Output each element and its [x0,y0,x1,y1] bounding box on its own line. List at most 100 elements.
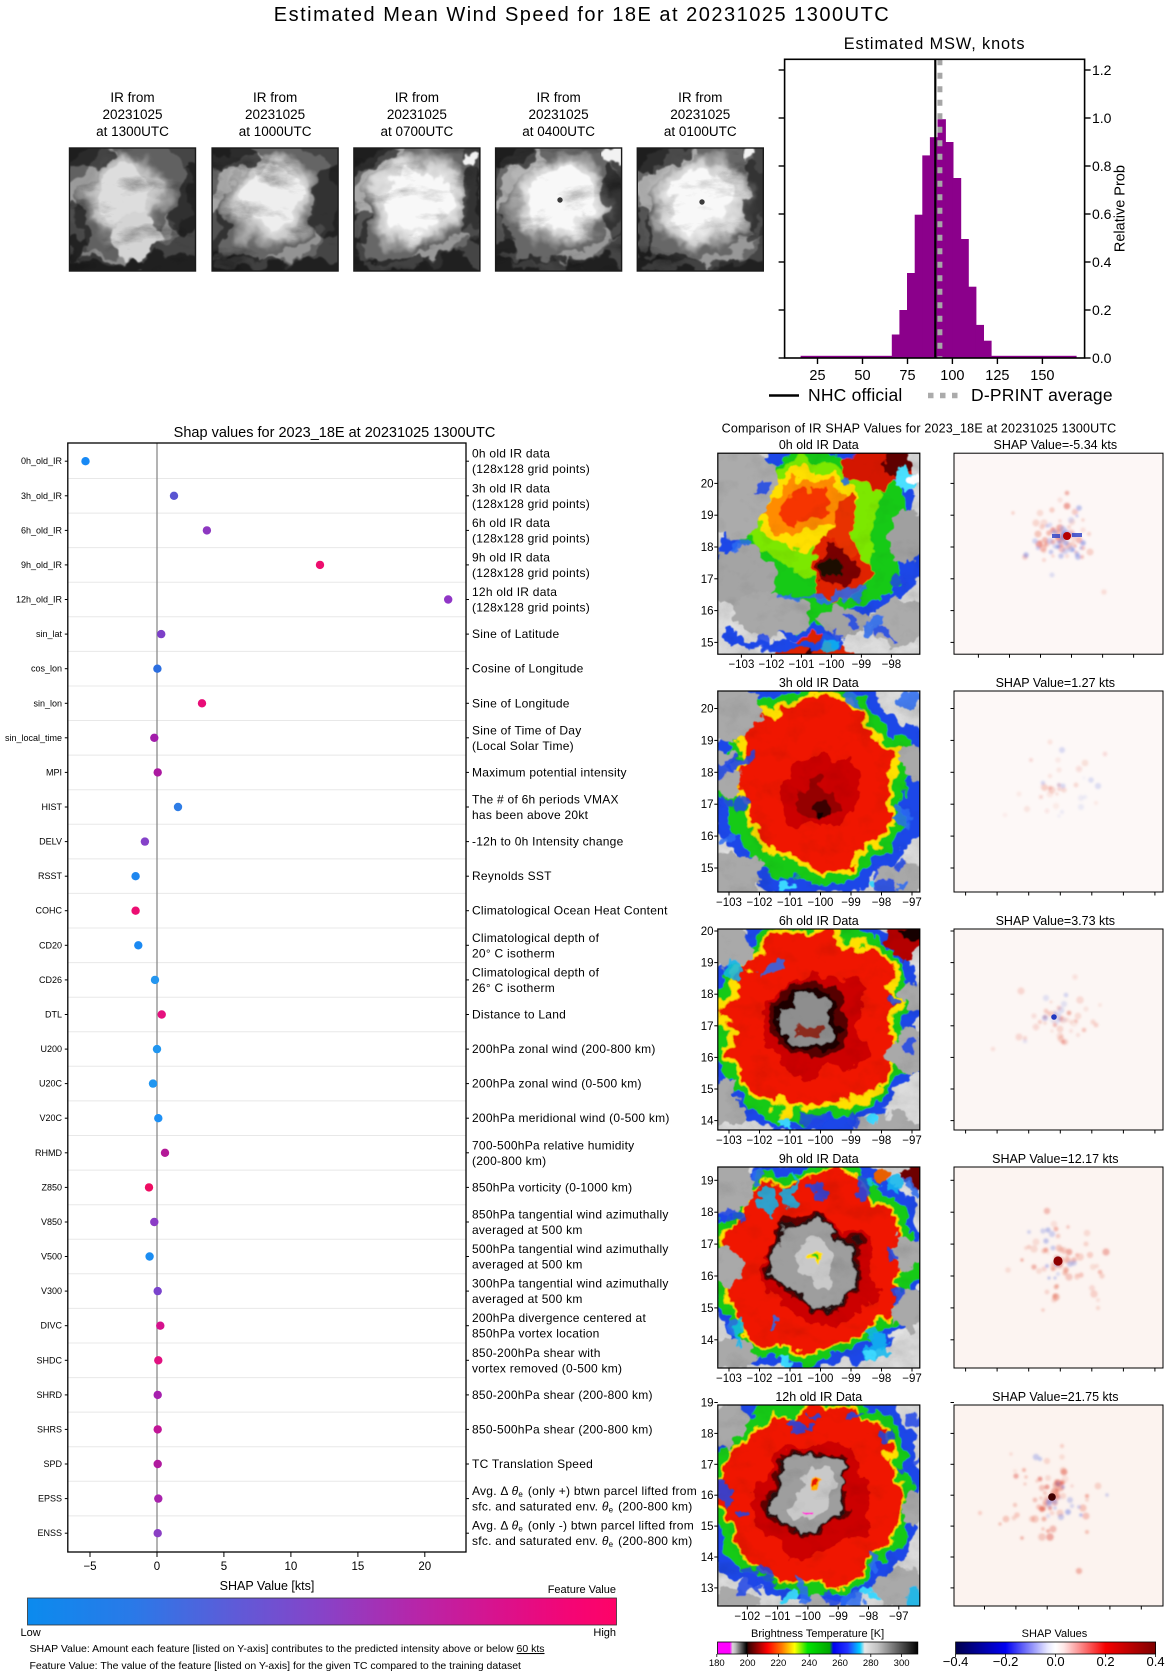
svg-text:−98: −98 [882,659,902,671]
svg-text:18: 18 [701,767,714,779]
svg-text:IR from: IR from [395,90,439,105]
svg-text:6h old IR Data: 6h old IR Data [779,914,859,928]
svg-text:SHAP Values: SHAP Values [1022,1628,1088,1640]
svg-text:−101: −101 [777,897,803,909]
svg-text:17: 17 [701,799,714,811]
svg-text:19: 19 [701,1175,714,1187]
svg-text:COHC: COHC [36,906,63,916]
svg-text:17: 17 [701,1459,714,1471]
svg-text:Feature Value: Feature Value [548,1584,616,1596]
svg-text:DELV: DELV [39,837,62,847]
svg-text:DTL: DTL [45,1010,62,1020]
svg-text:20: 20 [418,1561,431,1573]
svg-text:17: 17 [701,574,714,586]
svg-text:18: 18 [701,542,714,554]
svg-text:sin_lat: sin_lat [36,629,63,639]
svg-text:SPD: SPD [43,1459,62,1469]
svg-text:15: 15 [701,863,714,875]
svg-text:−100: −100 [808,1373,834,1385]
svg-text:SHRS: SHRS [37,1424,62,1434]
svg-text:850hPa vortex location: 850hPa vortex location [472,1327,600,1341]
svg-text:IR from: IR from [678,90,722,105]
svg-text:14: 14 [701,1335,714,1347]
svg-text:200hPa meridional wind (0-500: 200hPa meridional wind (0-500 km) [472,1111,670,1125]
svg-text:TC Translation Speed: TC Translation Speed [472,1457,593,1471]
svg-text:HIST: HIST [41,802,62,812]
svg-text:IR from: IR from [110,90,154,105]
svg-text:20231025: 20231025 [529,107,589,122]
svg-text:Sine of Longitude: Sine of Longitude [472,696,570,710]
svg-text:17: 17 [701,1239,714,1251]
svg-text:at 1000UTC: at 1000UTC [239,124,312,139]
svg-text:−97: −97 [902,1135,922,1147]
svg-text:0h old IR data: 0h old IR data [472,447,550,461]
svg-text:Estimated MSW, knots: Estimated MSW, knots [844,35,1026,53]
svg-text:3h old IR Data: 3h old IR Data [779,676,859,690]
svg-text:Cosine of Longitude: Cosine of Longitude [472,662,584,676]
svg-text:9h old IR data: 9h old IR data [472,550,550,564]
svg-text:−98: −98 [859,1611,879,1623]
svg-text:-12h to 0h Intensity change: -12h to 0h Intensity change [472,835,624,849]
svg-text:14: 14 [701,1552,714,1564]
svg-text:0h_old_IR: 0h_old_IR [21,456,63,466]
svg-text:averaged at 500 km: averaged at 500 km [472,1292,583,1306]
svg-text:0.0: 0.0 [1047,1654,1065,1669]
svg-text:18: 18 [701,1207,714,1219]
svg-text:Reynolds SST: Reynolds SST [472,869,552,883]
svg-text:−5: −5 [83,1561,96,1573]
svg-text:280: 280 [863,1658,879,1669]
svg-text:Low: Low [21,1627,41,1639]
svg-text:−103: −103 [716,1135,742,1147]
svg-text:−98: −98 [872,1373,892,1385]
svg-text:15: 15 [701,1521,714,1533]
svg-text:V20C: V20C [39,1113,62,1123]
svg-text:0.6: 0.6 [1092,206,1112,222]
svg-text:−102: −102 [747,897,773,909]
svg-text:−100: −100 [808,897,834,909]
svg-text:16: 16 [701,1490,714,1502]
svg-text:Climatological depth of: Climatological depth of [472,931,600,945]
svg-text:0: 0 [154,1561,160,1573]
svg-text:sin_local_time: sin_local_time [5,733,62,743]
svg-text:CD26: CD26 [39,975,62,985]
svg-text:EPSS: EPSS [38,1494,62,1504]
svg-text:averaged at 500 km: averaged at 500 km [472,1223,583,1237]
svg-text:−103: −103 [716,897,742,909]
svg-text:(128x128 grid points): (128x128 grid points) [472,497,590,511]
svg-text:at 0400UTC: at 0400UTC [522,124,595,139]
svg-text:U20C: U20C [39,1079,63,1089]
svg-text:CD20: CD20 [39,940,62,950]
svg-text:at 1300UTC: at 1300UTC [96,124,169,139]
svg-text:Maximum potential intensity: Maximum potential intensity [472,765,627,779]
svg-text:3h_old_IR: 3h_old_IR [21,491,63,501]
svg-text:16: 16 [701,606,714,618]
svg-text:sin_lon: sin_lon [33,698,62,708]
svg-text:15: 15 [701,1084,714,1096]
svg-text:180: 180 [709,1658,725,1669]
svg-text:220: 220 [770,1658,786,1669]
svg-text:12h_old_IR: 12h_old_IR [16,595,63,605]
svg-text:RSST: RSST [38,871,63,881]
svg-text:125: 125 [985,368,1009,384]
svg-text:16: 16 [701,1271,714,1283]
svg-text:−100: −100 [795,1611,821,1623]
svg-text:(128x128 grid points): (128x128 grid points) [472,566,590,580]
svg-text:850-200hPa shear with: 850-200hPa shear with [472,1346,601,1360]
svg-text:50: 50 [854,368,870,384]
svg-text:9h old IR Data: 9h old IR Data [779,1152,859,1166]
svg-text:has been above 20kt: has been above 20kt [472,808,589,822]
svg-text:20° C isotherm: 20° C isotherm [472,946,555,960]
svg-text:850-200hPa shear (200-800 km): 850-200hPa shear (200-800 km) [472,1388,653,1402]
svg-text:14: 14 [701,1116,714,1128]
svg-text:500hPa tangential wind azimuth: 500hPa tangential wind azimuthally [472,1242,669,1256]
svg-text:V850: V850 [41,1217,62,1227]
svg-text:200hPa zonal wind (200-800 km): 200hPa zonal wind (200-800 km) [472,1042,656,1056]
svg-text:150: 150 [1030,368,1054,384]
svg-text:3h old IR data: 3h old IR data [472,481,550,495]
svg-text:18: 18 [701,1428,714,1440]
svg-text:−97: −97 [902,897,922,909]
svg-text:200hPa zonal wind (0-500 km): 200hPa zonal wind (0-500 km) [472,1077,642,1091]
svg-text:cos_lon: cos_lon [31,664,62,674]
svg-text:Avg. Δ θe (only -) btwn parce: Avg. Δ θe (only -) btwn parcel lifted fr… [472,1519,694,1534]
svg-text:D-PRINT average: D-PRINT average [971,385,1113,405]
